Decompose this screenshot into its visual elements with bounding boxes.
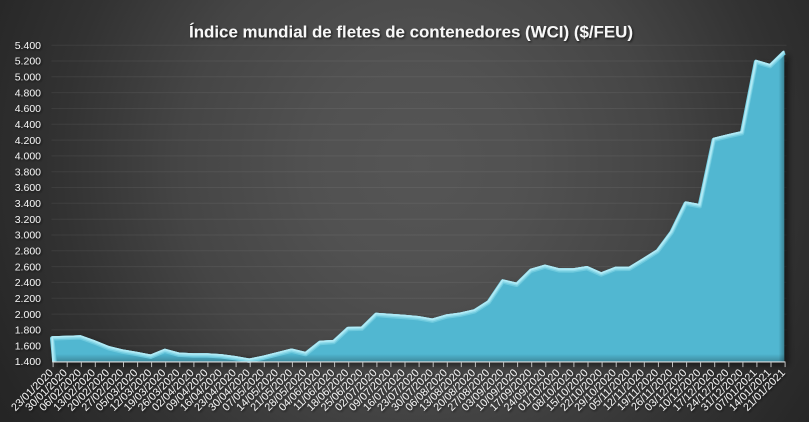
svg-text:5.000: 5.000 [15, 72, 41, 84]
svg-text:1.400: 1.400 [15, 356, 41, 368]
svg-text:3.400: 3.400 [15, 198, 41, 210]
svg-text:4.200: 4.200 [15, 135, 41, 147]
svg-text:2.400: 2.400 [15, 277, 41, 289]
svg-text:3.200: 3.200 [15, 214, 41, 226]
svg-text:3.000: 3.000 [15, 230, 41, 242]
svg-text:3.600: 3.600 [15, 182, 41, 194]
svg-text:2.000: 2.000 [15, 309, 41, 321]
svg-text:4.800: 4.800 [15, 87, 41, 99]
svg-text:5.200: 5.200 [15, 56, 41, 68]
svg-text:1.800: 1.800 [15, 325, 41, 337]
svg-text:4.000: 4.000 [15, 151, 41, 163]
svg-text:Índice mundial de fletes de co: Índice mundial de fletes de contenedores… [189, 23, 633, 42]
svg-text:3.800: 3.800 [15, 166, 41, 178]
svg-text:2.200: 2.200 [15, 293, 41, 305]
svg-text:1.600: 1.600 [15, 340, 41, 352]
svg-text:4.400: 4.400 [15, 119, 41, 131]
svg-text:2.600: 2.600 [15, 261, 41, 273]
svg-text:2.800: 2.800 [15, 246, 41, 258]
svg-text:5.400: 5.400 [15, 40, 41, 52]
svg-text:4.600: 4.600 [15, 103, 41, 115]
